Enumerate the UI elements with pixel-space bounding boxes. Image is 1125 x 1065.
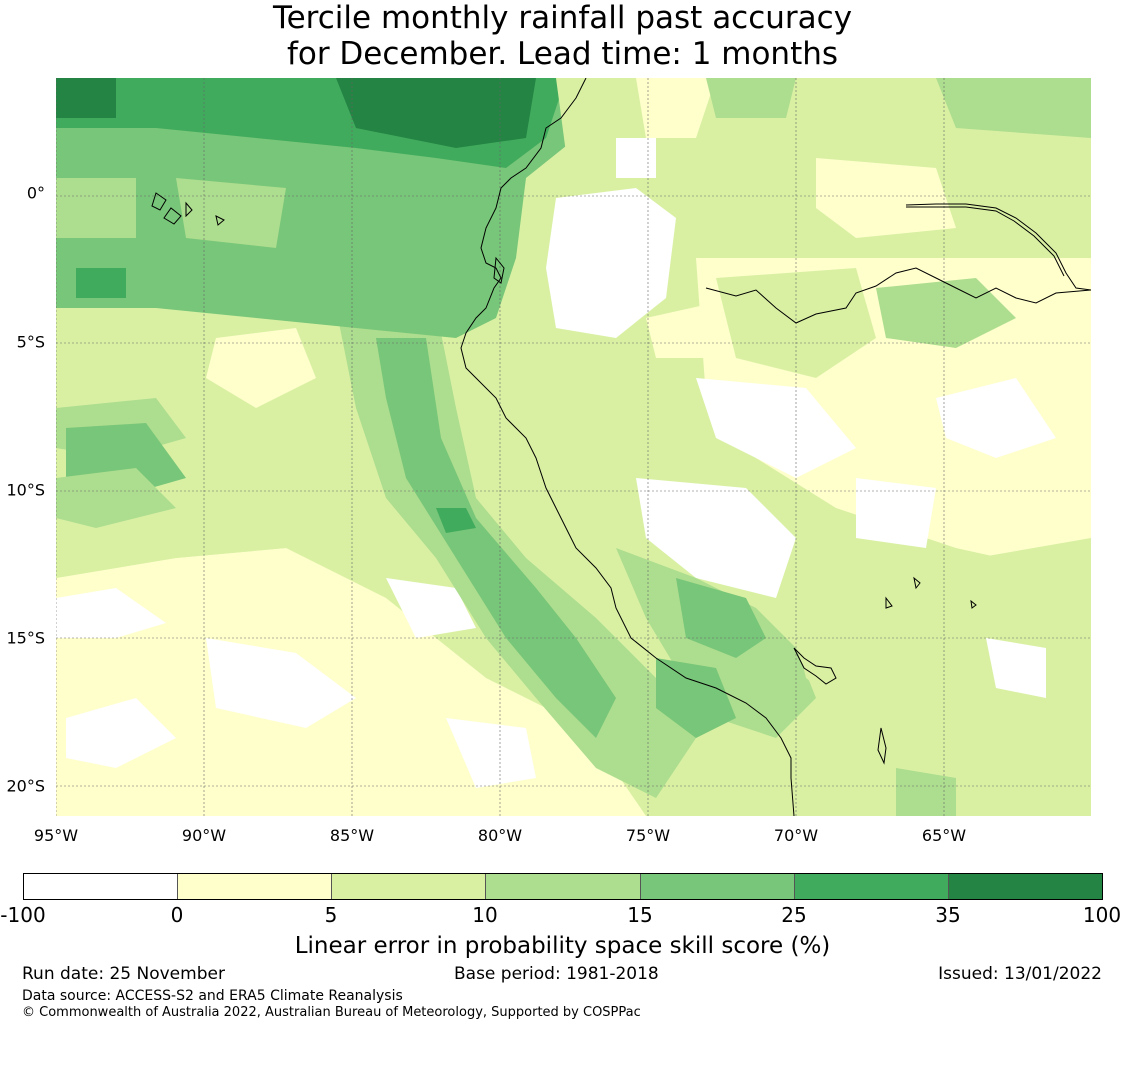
lon-label-65w: 65°W [921,826,967,845]
coastline [151,78,1091,816]
map-title: Tercile monthly rainfall past accuracy f… [0,0,1125,72]
lat-label-20s: 20°S [6,776,45,796]
colorbar-segment [178,874,333,899]
colorbar-tick: -100 [0,903,46,927]
lon-label-80w: 80°W [477,826,523,845]
copyright: © Commonwealth of Australia 2022, Austra… [22,1005,641,1020]
title-line-1: Tercile monthly rainfall past accuracy [272,0,853,36]
colorbar-label: Linear error in probability space skill … [294,933,831,959]
issued-date: Issued: 13/01/2022 [938,964,1102,984]
lon-label-90w: 90°W [181,826,227,845]
lat-label-5s: 5°S [16,332,45,352]
colorbar-tick: 15 [627,903,653,927]
colorbar-segment [794,874,949,899]
colorbar-segment [948,874,1102,899]
colorbar-segment [24,874,179,899]
colorbar [23,873,1103,900]
skill-score-map [56,78,1091,816]
run-date: Run date: 25 November [22,964,225,984]
data-source: Data source: ACCESS-S2 and ERA5 Climate … [22,988,403,1004]
lon-label-95w: 95°W [33,826,79,845]
lon-label-75w: 75°W [625,826,671,845]
colorbar-tick: 25 [781,903,807,927]
map-panel [56,78,1091,816]
title-line-2: for December. Lead time: 1 months [286,36,839,72]
colorbar-segment [640,874,795,899]
colorbar-tick: 0 [170,903,184,927]
map-gridlines [56,78,1091,816]
base-period: Base period: 1981-2018 [454,964,659,984]
colorbar-tick: 35 [935,903,961,927]
colorbar-tick: 10 [472,903,498,927]
colorbar-tick: 5 [324,903,338,927]
lat-label-10s: 10°S [6,480,45,500]
lat-label-0: 0° [26,183,45,203]
lon-label-70w: 70°W [773,826,819,845]
lat-label-15s: 15°S [6,628,45,648]
colorbar-segment [332,874,487,899]
colorbar-segment [486,874,641,899]
colorbar-tick: 100 [1082,903,1122,927]
lon-label-85w: 85°W [329,826,375,845]
